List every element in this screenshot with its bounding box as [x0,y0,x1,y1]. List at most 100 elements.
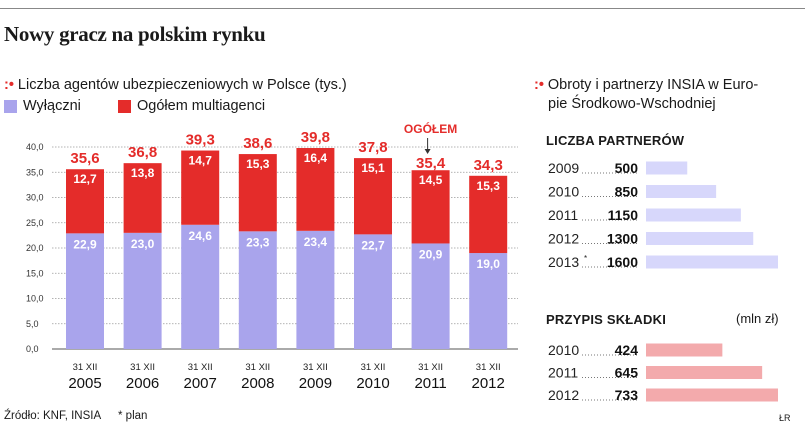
row-year-suffix: * [584,254,587,263]
legend-label-multi: Ogółem multiagenci [137,98,266,114]
bar-exclusive [181,224,220,349]
value-label-multi: 14,5 [419,173,443,187]
y-tick-label: 10,0 [26,294,44,304]
hbar [646,161,688,175]
bullet-marker-icon: :• [4,77,14,93]
y-tick-label: 25,0 [26,218,44,228]
top-rule [0,8,805,9]
bar-multi [123,163,162,233]
row-value-label: 500 [615,160,639,176]
partners-heading: LICZBA PARTNERÓW [546,133,685,148]
legend-item-exclusive: Wyłączni [4,98,81,114]
row-year-label: 2009 [548,160,579,176]
x-tick-label-date: 31 XII [130,362,155,373]
hbar [646,388,778,402]
total-label: 35,4 [416,155,446,172]
bar-exclusive [354,234,392,349]
y-tick-label: 35,0 [26,167,44,177]
row-value-label: 1300 [607,231,638,247]
bar-multi [181,150,220,225]
row-value-label: 733 [615,387,639,403]
premium-bar-chart: 2010 424 2011 645 2012 733 [548,342,778,403]
bar-exclusive [411,243,450,349]
legend-label-exclusive: Wyłączni [23,98,81,114]
x-tick-label-year: 2005 [68,375,101,392]
value-label-exclusive: 23,3 [246,235,270,249]
x-tick-label-year: 2007 [184,375,217,392]
row-year-label: 2010 [548,184,579,200]
value-label-multi: 12,7 [73,172,97,186]
total-label: 37,8 [358,139,387,156]
row-year-label: 2011 [548,207,578,223]
bar-multi [66,169,104,234]
y-tick-label: 15,0 [26,268,44,278]
hbar [646,366,763,379]
bar-multi [238,154,277,232]
total-label: 39,3 [186,132,215,149]
value-label-multi: 16,4 [304,151,328,165]
row-value-label: 850 [615,184,639,200]
hbar [646,208,741,222]
x-tick-label-year: 2006 [126,375,159,392]
row-year-label: 2012 [548,231,579,247]
total-label: 39,8 [301,129,330,146]
hbar [646,185,717,198]
bar-multi [354,158,392,235]
left-panel-title: :• Liczba agentów ubezpieczeniowych w Pol… [4,76,347,95]
bar-exclusive [296,230,335,349]
source-note: Źródło: KNF, INSIA [4,410,102,422]
row-year-label: 2012 [548,387,579,403]
x-tick-label-year: 2010 [356,375,389,392]
agents-stacked-bar-chart: 0,0 5,0 10,0 15,0 20,0 25,0 30,0 35,0 40,0 22,9 12… [26,121,518,392]
y-tick-label: 20,0 [26,243,44,253]
row-year-label: 2013 [548,254,579,270]
value-label-exclusive: 23,4 [304,235,328,249]
y-tick-label: 5,0 [26,319,39,329]
bar-multi [411,170,450,244]
x-tick-label-year: 2011 [414,375,446,392]
y-tick-label: 0,0 [26,344,39,354]
premium-unit: (mln zł) [736,311,779,326]
row-value-label: 1150 [608,207,639,223]
bar-exclusive [66,233,104,349]
value-label-exclusive: 19,0 [477,257,501,271]
x-tick-label-year: 2012 [472,375,505,392]
x-tick-label-date: 31 XII [361,362,386,373]
x-tick-label-date: 31 XII [303,362,328,373]
bar-exclusive [238,231,277,349]
x-tick-label-year: 2008 [241,375,274,392]
value-label-exclusive: 22,7 [361,238,385,252]
bullet-marker-icon-right: :• [534,77,544,93]
value-label-exclusive: 23,0 [131,237,155,251]
x-tick-label-year: 2009 [299,375,332,392]
x-tick-label-date: 31 XII [418,362,443,373]
legend-item-multi: Ogółem multiagenci [118,98,265,114]
row-year-label: 2010 [548,342,579,358]
bar-exclusive [123,232,162,349]
partners-bar-chart: 2009 500 2010 850 2011 1150 2012 1300 2013 * 1600 [548,160,778,270]
row-value-label: 424 [615,342,639,358]
row-year-label: 2011 [548,365,578,381]
hbar [646,255,778,269]
hbar [646,232,754,245]
hbar [646,343,723,357]
total-label: 36,8 [128,144,157,161]
y-tick-label: 30,0 [26,193,44,203]
x-tick-label-date: 31 XII [245,362,270,373]
value-label-multi: 14,7 [189,154,213,168]
total-label: 34,3 [474,157,503,174]
bar-multi [296,148,335,231]
premium-heading: PRZYPIS SKŁADKI [546,312,667,327]
value-label-multi: 13,8 [131,166,155,180]
right-panel-title-line2: pie Środkowo-Wschodniej [548,96,716,112]
page-title: Nowy gracz na polskim rynku [4,22,266,46]
x-tick-label-date: 31 XII [188,362,213,373]
row-value-label: 1600 [607,254,638,270]
total-label: 35,6 [70,150,99,167]
value-label-multi: 15,1 [361,161,385,175]
left-panel-title-text: Liczba agentów ubezpieczeniowych w Polsc… [17,77,347,93]
row-value-label: 645 [615,365,639,381]
total-annotation: OGÓŁEM [404,121,457,136]
y-tick-label: 40,0 [26,142,44,152]
legend-swatch-multi [118,99,131,113]
